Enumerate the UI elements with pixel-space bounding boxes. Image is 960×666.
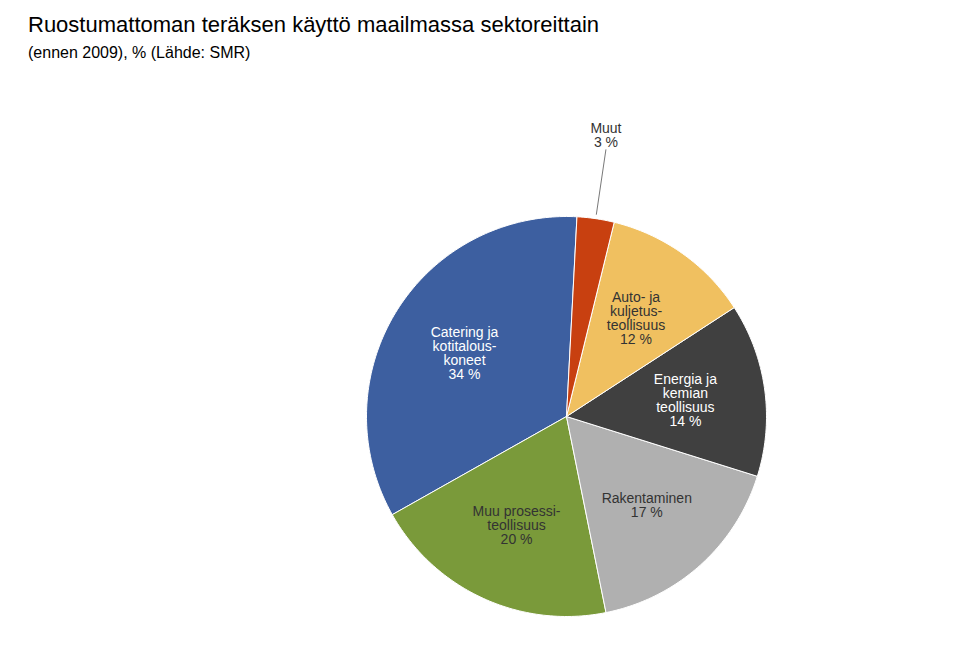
- svg-text:Catering jakotitalous-koneet34: Catering jakotitalous-koneet34 %: [431, 324, 499, 382]
- svg-text:Rakentaminen17 %: Rakentaminen17 %: [602, 490, 692, 520]
- svg-text:Auto- jakuljetus-teollisuus12: Auto- jakuljetus-teollisuus12 %: [607, 289, 665, 347]
- html-text:Ruostumattoman teräksen käyttö: Ruostumattoman teräksen käyttö maailmass…: [28, 12, 599, 37]
- svg-text:Energia jakemianteollisuus14 %: Energia jakemianteollisuus14 %: [654, 371, 717, 429]
- html-text:(ennen 2009), % (Lähde: SMR): (ennen 2009), % (Lähde: SMR): [28, 44, 251, 61]
- svg-text:Muut3 %: Muut3 %: [590, 120, 621, 150]
- svg-text:Muu prosessi-teollisuus20 %: Muu prosessi-teollisuus20 %: [473, 503, 561, 547]
